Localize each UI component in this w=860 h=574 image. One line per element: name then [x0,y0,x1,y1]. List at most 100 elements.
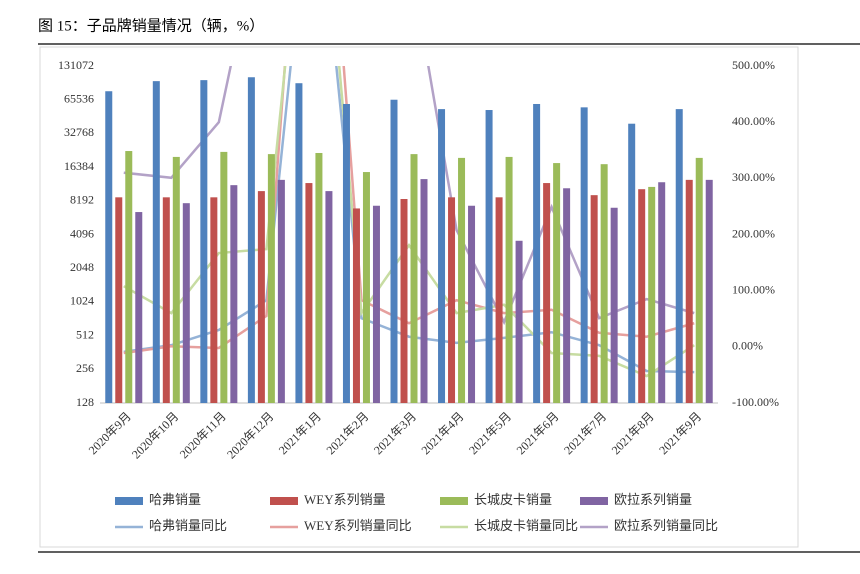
bar [695,157,703,403]
legend-label: 长城皮卡销量同比 [474,518,578,533]
x-tick-label: 2021年7月 [561,409,609,457]
bar [628,123,636,403]
bar [485,110,493,403]
x-tick-label: 2020年11月 [177,409,229,461]
x-tick-label: 2021年1月 [276,409,324,457]
bar [267,154,275,403]
bar [590,195,598,403]
line [123,66,695,374]
bar [543,183,551,403]
y2-tick-label: 500.00% [732,58,775,72]
y-tick-label: 4096 [70,226,94,240]
y-tick-label: 8192 [70,193,94,207]
bar [495,197,503,403]
bar [152,81,160,403]
legend-label: 哈弗销量同比 [149,518,227,533]
bar [563,188,571,403]
bar [135,212,143,403]
y2-tick-label: -100.00% [732,395,779,409]
bar [505,156,513,403]
x-tick-label: 2020年12月 [224,409,276,461]
x-tick-label: 2021年9月 [656,409,704,457]
line [123,66,695,326]
bar [658,182,666,403]
legend-label: 欧拉系列销量 [614,492,692,507]
bar [610,207,618,403]
legend-swatch [440,497,468,505]
bar [352,208,360,403]
legend-swatch [580,497,608,505]
bar [305,183,313,403]
bar [182,203,190,403]
x-tick-label: 2020年10月 [129,409,181,461]
bar [342,103,350,404]
legend-label: WEY系列销量 [304,492,386,507]
bar [533,103,541,404]
x-tick-label: 2020年9月 [86,409,134,457]
y-tick-label: 16384 [64,159,94,173]
bar [438,109,446,404]
bar [705,179,713,403]
bar [553,163,561,403]
x-tick-label: 2021年8月 [609,409,657,457]
y-tick-label: 512 [76,327,94,341]
y-tick-label: 2048 [70,260,94,274]
bar [125,151,133,403]
bar [257,191,265,403]
bar [277,179,285,403]
bar [162,197,170,403]
bar [685,179,693,403]
bar [638,189,646,403]
bar [115,197,123,403]
x-tick-label: 2021年3月 [371,409,419,457]
bar [325,191,333,403]
x-tick-label: 2021年4月 [419,409,467,457]
legend-label: 长城皮卡销量 [474,492,552,507]
legend-label: WEY系列销量同比 [304,518,412,533]
bar [675,109,683,404]
legend-swatch [270,497,298,505]
x-tick-label: 2021年5月 [466,409,514,457]
legend-label: 欧拉系列销量同比 [614,518,718,533]
y2-tick-label: 400.00% [732,114,775,128]
bar [515,240,523,403]
y2-tick-label: 100.00% [732,282,775,296]
x-tick-label: 2021年2月 [323,409,371,457]
y2-tick-label: 0.00% [732,339,763,353]
bar [420,179,428,403]
y-tick-label: 32768 [64,125,94,139]
line [123,66,695,355]
bar [458,157,466,403]
bar [600,164,608,403]
y2-tick-label: 200.00% [732,226,775,240]
bar [410,154,418,403]
bar [230,185,238,403]
x-tick-label: 2021年6月 [514,409,562,457]
bar [362,172,370,403]
legend-swatch [115,497,143,505]
y-tick-label: 1024 [70,294,94,308]
bar [315,152,323,403]
line [123,66,695,378]
bar [172,156,180,403]
frame [39,46,799,548]
title: 图 15：子品牌销量情况（辆，%） [38,17,264,34]
y-tick-label: 65536 [64,91,94,105]
bar [390,99,398,403]
bar [295,83,303,403]
bar [580,107,588,403]
bar [220,151,228,403]
y-tick-label: 131072 [58,58,94,72]
bar [448,197,456,403]
bar [468,205,476,403]
bar [200,80,208,404]
bar [210,197,218,403]
y-tick-label: 128 [76,395,94,409]
y2-tick-label: 300.00% [732,170,775,184]
bar [105,91,113,403]
bar [247,77,255,403]
y-tick-label: 256 [76,361,94,375]
bar [372,205,380,403]
bar [648,186,656,403]
